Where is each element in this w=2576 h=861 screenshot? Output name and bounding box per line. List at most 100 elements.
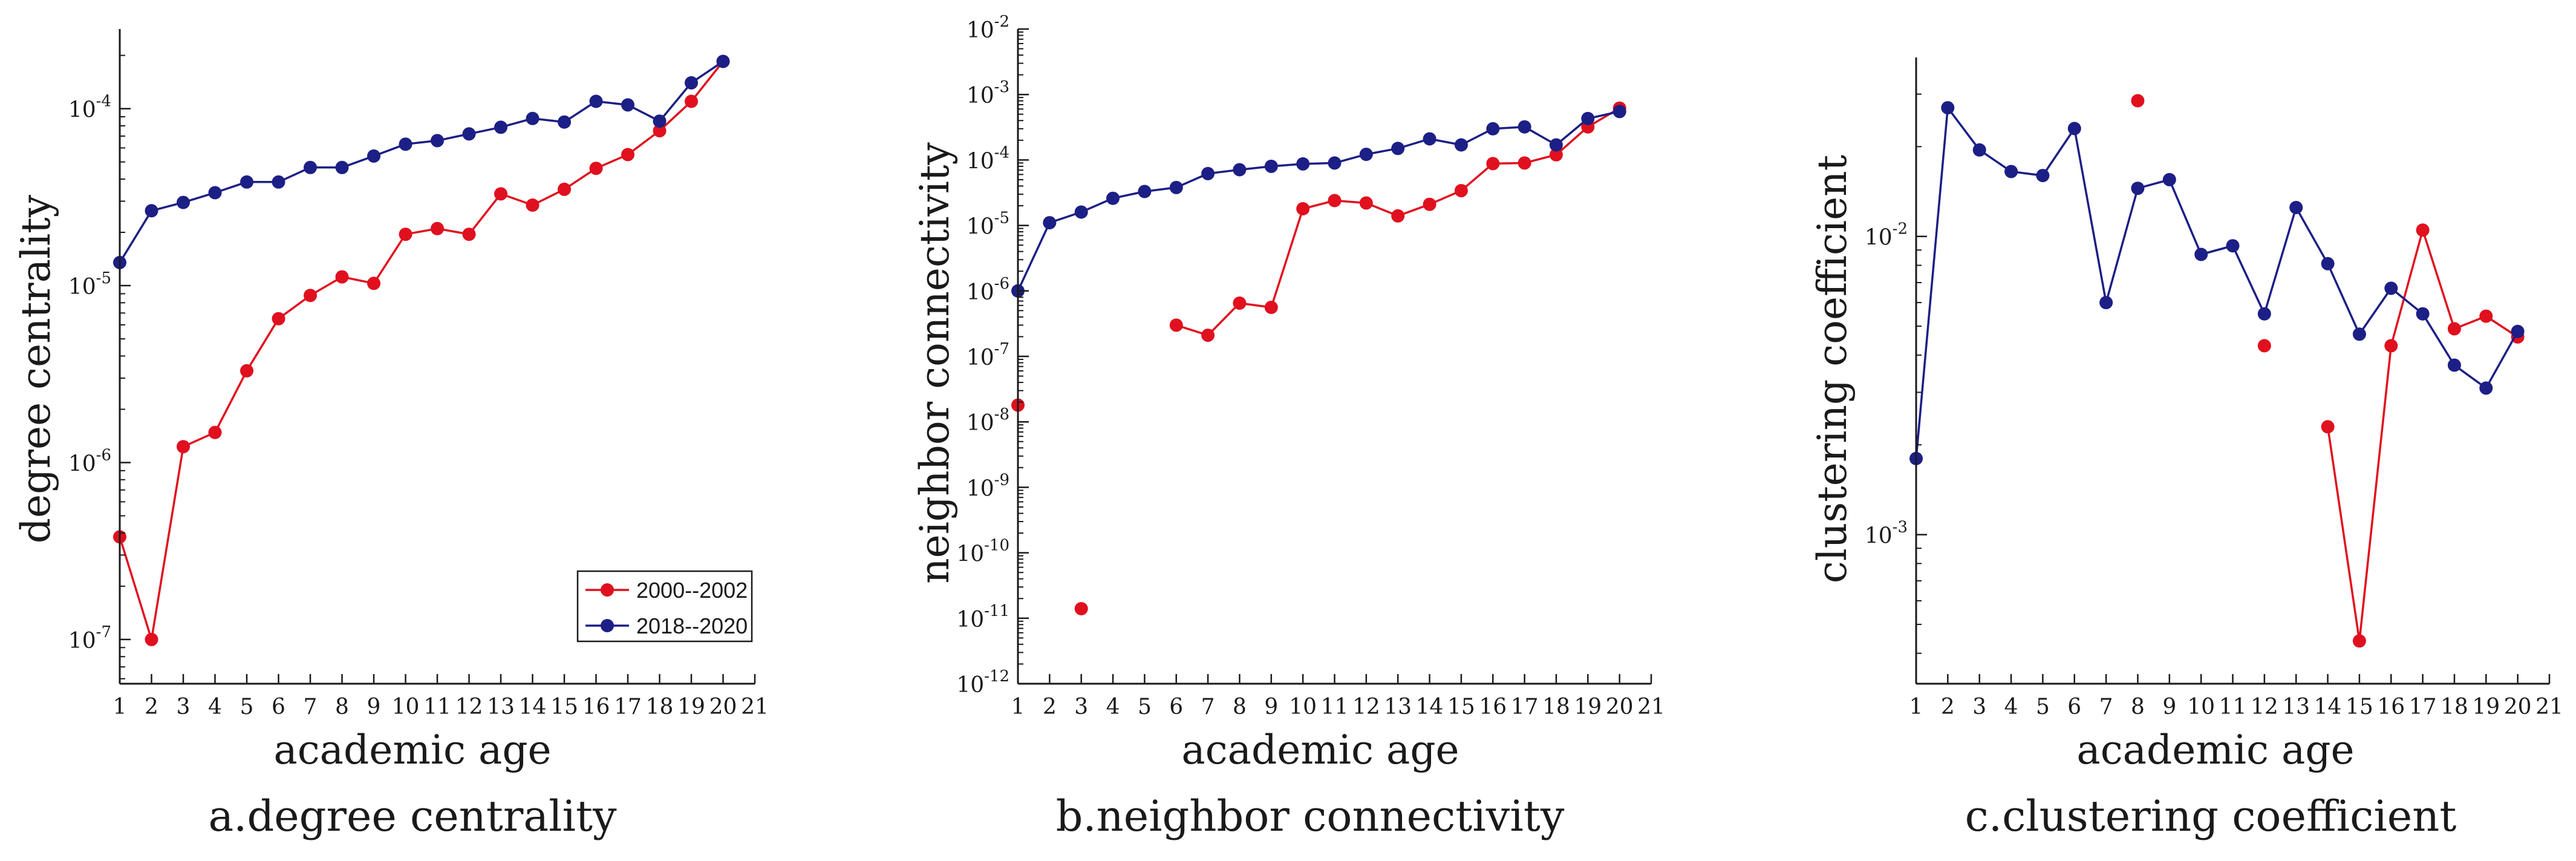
x-tick-label: 4 <box>208 695 222 719</box>
data-point-2018-2020 <box>1518 120 1531 134</box>
x-tick-label: 17 <box>614 695 642 719</box>
data-point-2018-2020 <box>2352 327 2366 341</box>
data-point-2000-2002 <box>2257 339 2271 353</box>
data-point-2000-2002 <box>335 270 349 284</box>
axes-layer: 1 2 3 4 5 6 7 8 9 10 11 12 13 14 15 16 17 18 19 20 2110-1210… <box>956 13 1665 719</box>
data-point-2018-2020 <box>2447 358 2461 372</box>
data-point-2018-2020 <box>2004 165 2018 178</box>
data-point-2018-2020 <box>1074 205 1088 219</box>
data-point-2018-2020 <box>431 134 444 148</box>
x-tick-label: 9 <box>367 695 381 719</box>
data-point-2018-2020 <box>1359 148 1373 162</box>
data-point-2018-2020 <box>685 76 698 90</box>
y-tick-label: 10-7 <box>68 623 111 653</box>
x-tick-label: 12 <box>455 695 483 719</box>
x-tick-label: 15 <box>1447 695 1475 719</box>
data-point-2000-2002 <box>1486 157 1500 171</box>
x-tick-label: 10 <box>1289 695 1317 719</box>
x-tick-label: 12 <box>2251 695 2278 719</box>
data-point-2018-2020 <box>621 98 634 112</box>
y-tick-label: 10-8 <box>967 405 1009 436</box>
data-point-2018-2020 <box>1581 111 1595 125</box>
axes-layer: 1 2 3 4 5 6 7 8 9 10 11 12 13 14 15 16 17 18 19 20 2110-310-… <box>1865 57 2563 719</box>
data-point-2018-2020 <box>2511 324 2525 338</box>
data-point-2000-2002 <box>621 148 634 162</box>
x-tick-label: 1 <box>1011 695 1025 719</box>
data-point-2018-2020 <box>1201 166 1215 180</box>
x-tick-label: 10 <box>392 695 420 719</box>
data-point-2000-2002 <box>431 221 444 235</box>
data-point-2018-2020 <box>1169 180 1183 194</box>
x-tick-label: 16 <box>1479 695 1507 719</box>
x-tick-label: 18 <box>2441 695 2468 719</box>
x-tick-label: 11 <box>2219 695 2247 719</box>
data-point-2000-2002 <box>2416 223 2430 237</box>
data-point-2018-2020 <box>1486 122 1500 136</box>
data-point-2000-2002 <box>462 228 476 241</box>
data-point-2018-2020 <box>2194 247 2208 261</box>
x-tick-label: 20 <box>1606 695 1634 719</box>
x-tick-label: 12 <box>1352 695 1380 719</box>
x-tick-label: 16 <box>2377 695 2405 719</box>
data-point-2018-2020 <box>1043 216 1057 230</box>
x-tick-label: 14 <box>519 695 547 719</box>
y-axis-title: degree centrality <box>13 194 59 543</box>
x-tick-label: 14 <box>1416 695 1444 719</box>
panel-caption: b.neighbor connectivity <box>1056 791 1565 841</box>
x-tick-label: 13 <box>2282 695 2310 719</box>
data-point-2018-2020 <box>526 111 540 125</box>
x-tick-label: 2 <box>1941 695 1955 719</box>
data-point-2018-2020 <box>2099 296 2113 310</box>
data-point-2000-2002 <box>2352 634 2366 648</box>
data-point-2000-2002 <box>1454 184 1468 198</box>
x-tick-label: 3 <box>1972 695 1986 719</box>
legend-marker-2018 <box>601 619 614 632</box>
data-point-2000-2002 <box>1518 156 1531 170</box>
x-tick-label: 7 <box>1201 695 1215 719</box>
data-point-2018-2020 <box>1138 185 1152 198</box>
x-tick-label: 6 <box>272 695 285 719</box>
x-tick-label: 20 <box>709 695 737 719</box>
data-point-2000-2002 <box>145 632 158 646</box>
y-tick-label: 10-6 <box>68 446 111 476</box>
x-tick-label: 18 <box>646 695 674 719</box>
data-point-2000-2002 <box>1423 197 1436 211</box>
x-tick-label: 2 <box>145 695 158 719</box>
x-tick-label: 2 <box>1043 695 1057 719</box>
data-point-2018-2020 <box>462 127 476 141</box>
data-point-2018-2020 <box>304 160 317 174</box>
x-tick-label: 8 <box>2131 695 2145 719</box>
data-point-2018-2020 <box>716 54 730 68</box>
data-point-2018-2020 <box>2479 381 2493 395</box>
data-point-2000-2002 <box>589 162 603 175</box>
legend: 2000--2002 2018--2020 <box>576 570 753 643</box>
data-point-2018-2020 <box>367 149 380 163</box>
data-point-2018-2020 <box>1233 163 1247 177</box>
data-point-2000-2002 <box>1549 148 1563 162</box>
x-tick-label: 15 <box>550 695 578 719</box>
x-tick-label: 7 <box>304 695 318 719</box>
x-tick-label: 1 <box>1909 695 1923 719</box>
data-point-2018-2020 <box>145 204 158 218</box>
data-point-2018-2020 <box>2257 307 2271 321</box>
x-axis-title: academic age <box>2076 727 2354 773</box>
y-axis-title: neighbor connectivity <box>911 142 958 584</box>
y-tick-label: 10-3 <box>967 78 1009 108</box>
data-point-2018-2020 <box>2289 201 2303 214</box>
data-point-2000-2002 <box>653 124 667 138</box>
data-point-2000-2002 <box>399 228 412 241</box>
data-point-2000-2002 <box>304 289 317 303</box>
series-layer <box>113 54 730 646</box>
x-tick-label: 3 <box>177 695 191 719</box>
data-point-2018-2020 <box>1941 101 1955 115</box>
y-tick-label: 10-12 <box>956 667 1009 698</box>
data-point-2000-2002 <box>208 425 222 439</box>
data-point-2000-2002 <box>1391 209 1405 223</box>
x-tick-label: 13 <box>1384 695 1412 719</box>
x-tick-label: 3 <box>1074 695 1088 719</box>
x-tick-label: 11 <box>1321 695 1349 719</box>
data-point-2018-2020 <box>2036 169 2050 183</box>
data-point-2018-2020 <box>177 195 190 209</box>
x-tick-label: 4 <box>2004 695 2018 719</box>
